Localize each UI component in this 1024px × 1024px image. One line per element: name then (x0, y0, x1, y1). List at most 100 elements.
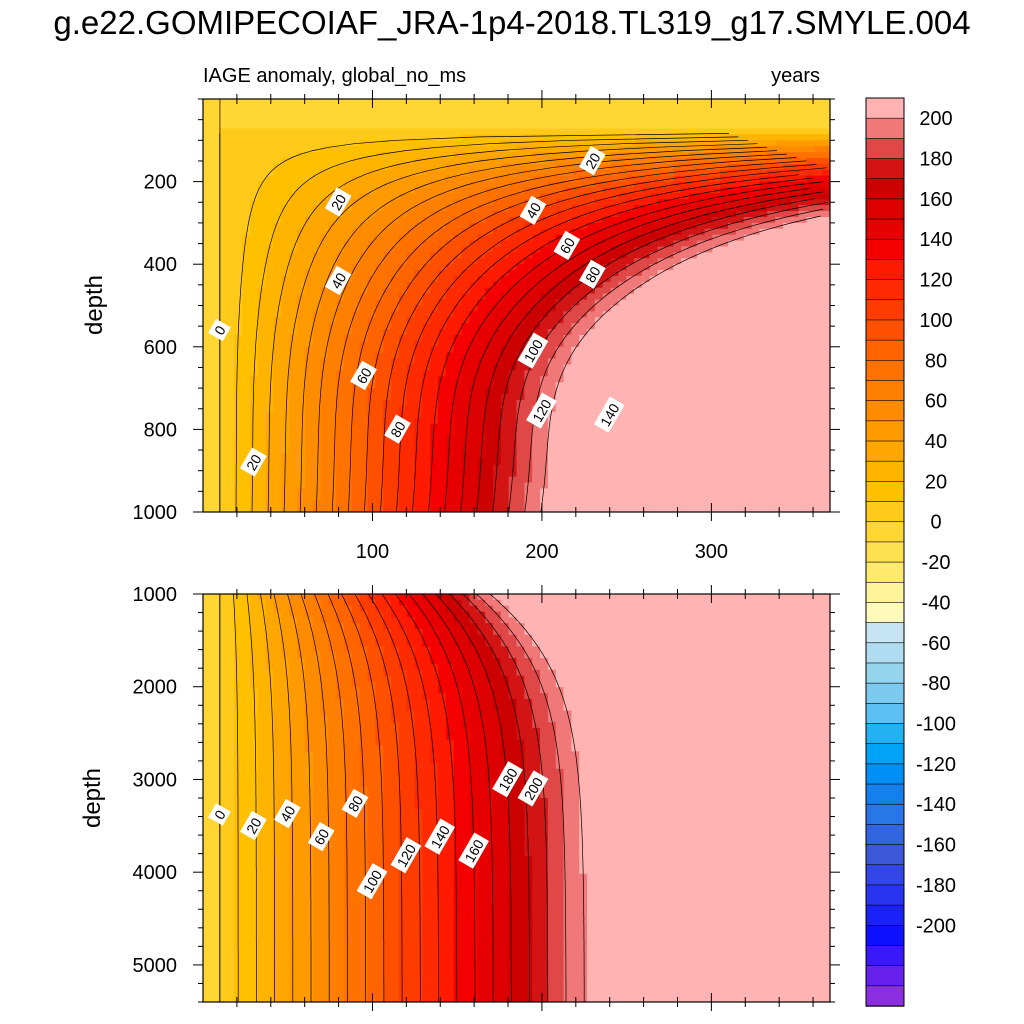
contour-cell (422, 199, 431, 206)
contour-cell (351, 276, 361, 283)
contour-cell (759, 329, 768, 336)
contour-cell (657, 276, 667, 283)
contour-cell (775, 104, 784, 112)
contour-cell (696, 217, 706, 224)
contour-cell (304, 305, 314, 312)
contour-cell (806, 376, 815, 383)
contour-cell (273, 399, 282, 407)
contour-cell (743, 352, 753, 360)
contour-cell (782, 311, 792, 318)
contour-cell (351, 464, 361, 472)
contour-cell (532, 394, 541, 401)
contour-cell (203, 447, 212, 454)
contour-cell (688, 382, 698, 389)
contour-cell (618, 99, 627, 106)
contour-cell (782, 276, 792, 283)
contour-cell (226, 264, 235, 271)
contour-cell (281, 128, 290, 135)
contour-cell (406, 346, 416, 354)
contour-cell (728, 429, 737, 436)
contour-cell (492, 323, 502, 330)
contour-cell (469, 317, 478, 324)
contour-cell (790, 417, 800, 425)
contour-cell (743, 199, 753, 206)
contour-cell (704, 405, 714, 413)
contour-cell (257, 340, 267, 348)
contour-cell (626, 193, 635, 200)
contour-cell (626, 240, 635, 248)
contour-cell (524, 382, 533, 389)
contour-cell (759, 323, 768, 330)
contour-cell (563, 222, 572, 230)
contour-cell (767, 435, 776, 442)
contour-cell (587, 299, 596, 307)
contour-cell (657, 346, 667, 354)
contour-cell (688, 169, 698, 177)
contour-cell (210, 217, 220, 224)
contour-cell (673, 134, 682, 141)
contour-cell (735, 140, 745, 147)
contour-cell (822, 376, 830, 383)
contour-cell (681, 158, 690, 165)
contour-cell (234, 441, 243, 448)
contour-cell (720, 370, 729, 377)
contour-cell (610, 199, 619, 206)
contour-cell (681, 199, 690, 206)
contour-cell (743, 116, 753, 124)
contour-cell (782, 234, 792, 242)
contour-cell (594, 99, 604, 106)
contour-cell (320, 222, 329, 230)
contour-cell (665, 152, 674, 159)
contour-cell (226, 252, 235, 259)
contour-cell (250, 110, 259, 118)
contour-cell (438, 411, 447, 419)
contour-cell (657, 104, 667, 112)
contour-cell (500, 270, 510, 277)
contour-cell (696, 311, 706, 318)
contour-cell (814, 340, 823, 348)
contour-cell (234, 335, 243, 342)
contour-cell (798, 140, 808, 147)
contour-cell (767, 388, 776, 395)
contour-cell (634, 299, 643, 307)
contour-cell (430, 169, 439, 177)
contour-cell (430, 458, 439, 466)
contour-cell (336, 305, 345, 312)
contour-cell (688, 270, 698, 277)
contour-cell (359, 281, 369, 289)
contour-cell (759, 252, 768, 259)
contour-cell (751, 364, 761, 371)
contour-cell (602, 329, 612, 336)
contour-cell (547, 205, 557, 212)
contour-cell (720, 181, 729, 189)
contour-cell (602, 99, 612, 106)
contour-cell (289, 163, 298, 171)
contour-cell (257, 417, 267, 425)
contour-cell (822, 146, 830, 153)
contour-cell (540, 346, 549, 354)
contour-cell (649, 246, 659, 253)
contour-cell (641, 187, 651, 194)
contour-cell (391, 394, 400, 401)
contour-cell (767, 423, 776, 430)
contour-cell (469, 110, 478, 118)
contour-cell (626, 329, 635, 336)
contour-cell (344, 110, 353, 118)
contour-cell (453, 104, 463, 112)
contour-cell (712, 405, 721, 413)
contour-cell (508, 187, 518, 194)
contour-cell (728, 417, 737, 425)
contour-cell (626, 352, 635, 360)
contour-cell (602, 134, 612, 141)
contour-cell (391, 116, 400, 124)
contour-cell (782, 394, 792, 401)
contour-cell (681, 110, 690, 118)
contour-cell (344, 222, 353, 230)
contour-cell (735, 441, 745, 448)
contour-cell (430, 211, 439, 218)
contour-cell (265, 181, 275, 189)
contour-cell (743, 458, 753, 466)
contour-cell (304, 429, 314, 436)
contour-cell (814, 370, 823, 377)
contour-cell (250, 252, 259, 259)
